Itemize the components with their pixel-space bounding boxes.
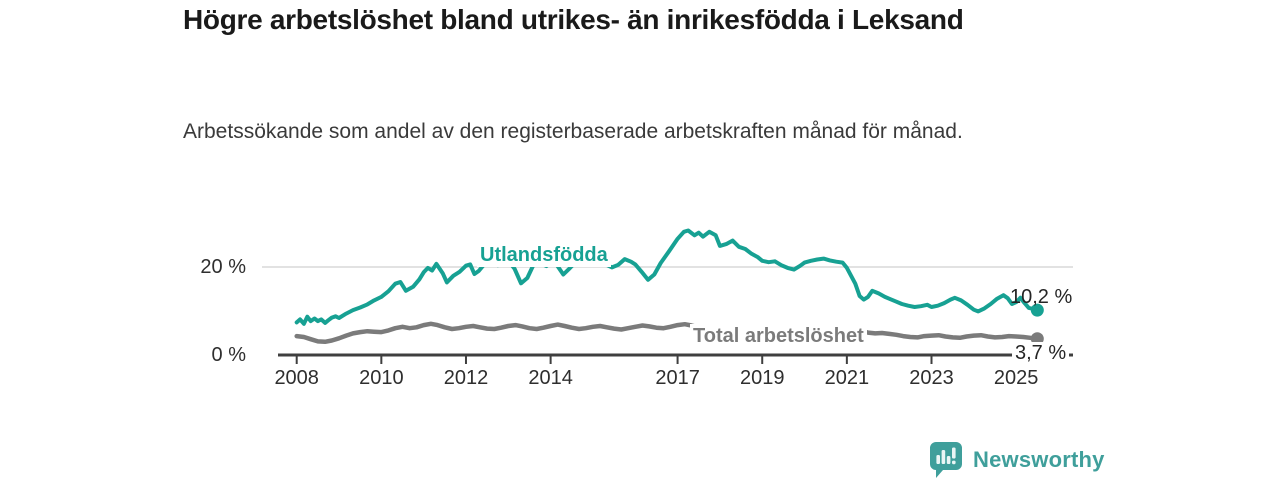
series-end-dot-utlandsfodda: [1030, 303, 1044, 317]
x-axis-tick-label: 2010: [359, 367, 404, 389]
x-axis-tick-label: 2023: [909, 367, 954, 389]
series-line-total: [294, 321, 1040, 345]
x-axis-tick-label: 2012: [443, 367, 489, 389]
y-axis-tick-label: 20 %: [200, 256, 246, 278]
x-axis-tick-label: 2019: [739, 367, 785, 389]
x-axis-tick-label: 2025: [993, 367, 1039, 389]
x-axis-tick-label: 2021: [824, 367, 870, 389]
page-title: Högre arbetslöshet bland utrikes- än inr…: [183, 4, 964, 35]
y-axis-tick-label: 0 %: [211, 344, 246, 366]
newsworthy-logo: Newsworthy: [929, 441, 1105, 478]
newsworthy-brand-text: Newsworthy: [973, 446, 1105, 472]
end-value-label-utlandsfodda: 10,2 %: [1010, 286, 1073, 308]
series-end-dot-total: [1030, 332, 1044, 346]
newsworthy-bar-chart-speech-bubble-icon: [929, 441, 963, 478]
end-value-label-total: 3,7 %: [1012, 342, 1070, 364]
chart-subtitle: Arbetssökande som andel av den registerb…: [183, 120, 963, 143]
x-axis-tick-label: 2014: [528, 367, 573, 389]
x-axis-tick-label: 2008: [274, 367, 319, 389]
series-line-utlandsfodda: [294, 228, 1040, 326]
series-label-utlandsfodda: Utlandsfödda: [477, 243, 611, 267]
series-label-total: Total arbetslöshet: [690, 324, 867, 348]
x-axis-tick-label: 2017: [655, 367, 700, 389]
